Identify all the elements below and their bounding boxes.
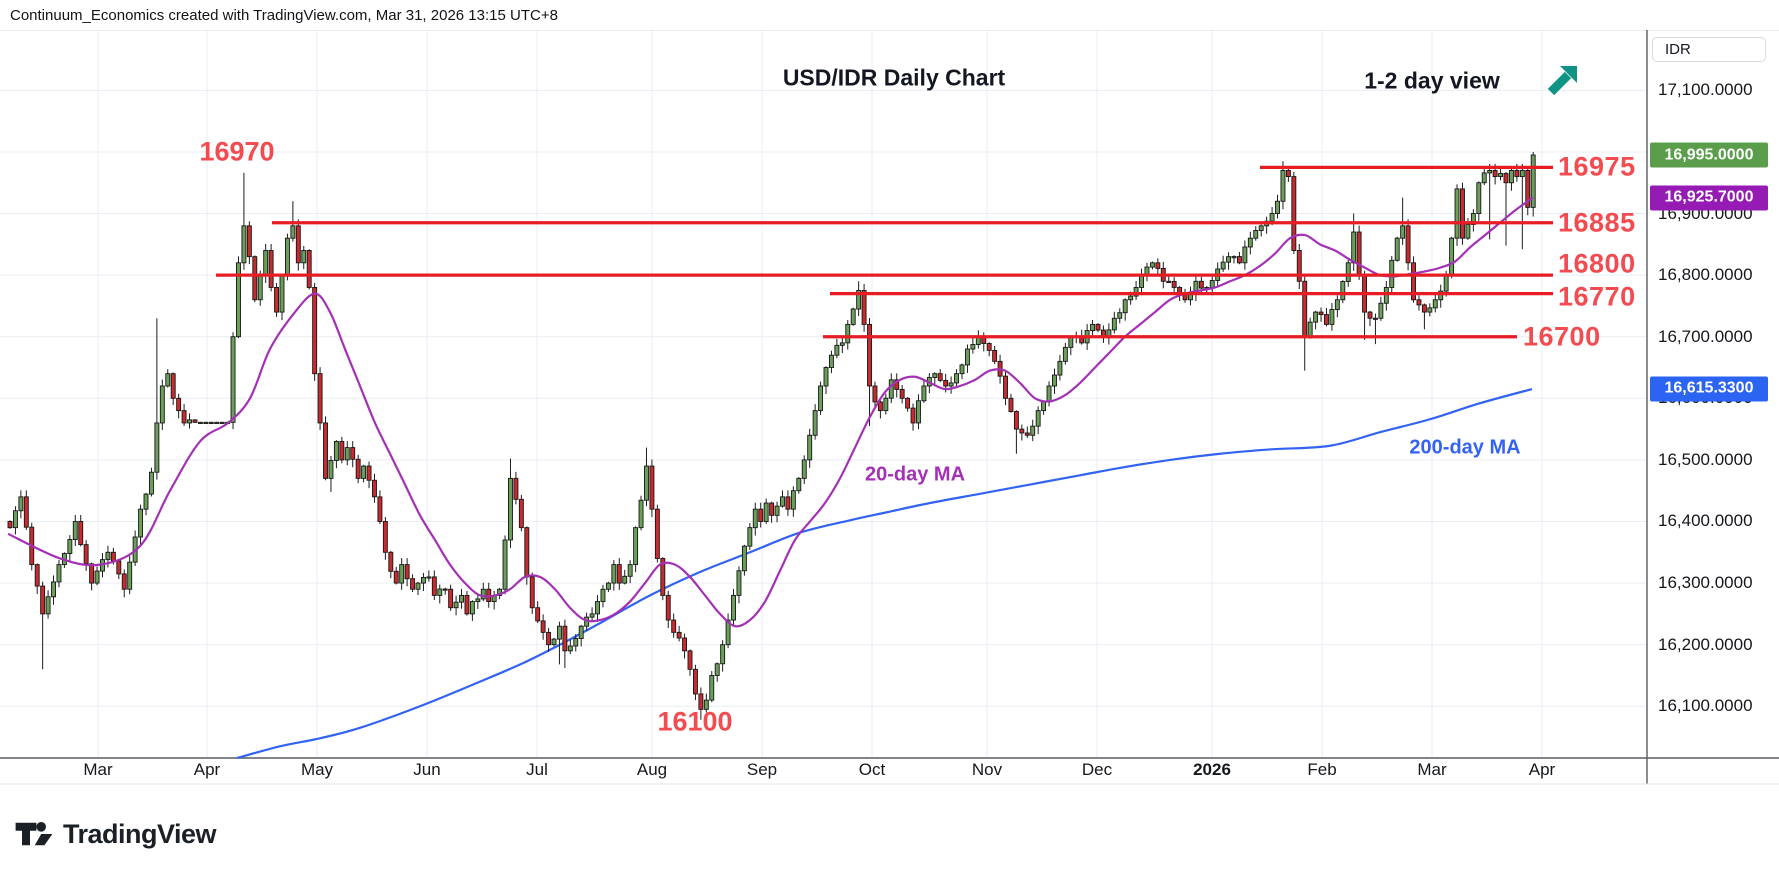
level-label-16885: 16885 <box>1558 207 1636 238</box>
level-label-16770: 16770 <box>1558 281 1636 312</box>
price-tick-16500[interactable]: 16,500.0000 <box>1658 449 1753 469</box>
time-label-Aug-5[interactable]: Aug <box>636 760 668 779</box>
time-label-Mar-0[interactable]: Mar <box>83 760 113 779</box>
time-label-Mar-12[interactable]: Mar <box>1417 760 1447 779</box>
time-label-Oct-7[interactable]: Oct <box>858 760 886 779</box>
price-tick-17100[interactable]: 17,100.0000 <box>1658 80 1753 100</box>
arrow-up-right-icon <box>1546 63 1580 97</box>
level-label-16700: 16700 <box>1523 321 1601 352</box>
time-label-Feb-11[interactable]: Feb <box>1307 760 1337 779</box>
annotation-16100: 16100 <box>657 706 733 737</box>
chart-title: USD/IDR Daily Chart <box>782 64 1006 91</box>
time-label-Jul-4[interactable]: Jul <box>526 760 548 779</box>
time-label-Apr-1[interactable]: Apr <box>193 760 221 779</box>
level-label-16800: 16800 <box>1558 248 1636 279</box>
time-label-Apr-13[interactable]: Apr <box>1528 760 1556 779</box>
time-label-2026-10[interactable]: 2026 <box>1193 760 1231 779</box>
price-tick-16800[interactable]: 16,800.0000 <box>1658 265 1753 285</box>
price-badge-16615.33: 16,615.3300 <box>1650 376 1768 402</box>
price-tick-16300[interactable]: 16,300.0000 <box>1658 573 1753 593</box>
time-label-Nov-8[interactable]: Nov <box>971 760 1003 779</box>
time-label-May-2[interactable]: May <box>300 760 334 779</box>
price-badge-16925.7: 16,925.7000 <box>1650 185 1768 211</box>
price-tick-16700[interactable]: 16,700.0000 <box>1658 326 1753 346</box>
price-tick-16400[interactable]: 16,400.0000 <box>1658 511 1753 531</box>
chart-attribution: Continuum_Economics created with Trading… <box>10 7 558 24</box>
time-label-Jun-3[interactable]: Jun <box>413 760 441 779</box>
level-label-16975: 16975 <box>1558 151 1636 182</box>
tradingview-logo[interactable]: TradingView <box>14 818 217 850</box>
currency-selector[interactable]: IDR <box>1652 37 1766 62</box>
price-tick-16100[interactable]: 16,100.0000 <box>1658 696 1753 716</box>
annotation-16970: 16970 <box>199 136 275 167</box>
chart-stage[interactable] <box>0 30 1779 873</box>
view-note-label: 1-2 day view <box>1364 67 1500 94</box>
time-label-Dec-9[interactable]: Dec <box>1081 760 1113 779</box>
ma20-label: 20-day MA <box>864 463 966 486</box>
ma200-label: 200-day MA <box>1409 436 1521 459</box>
tradingview-logo-text: TradingView <box>63 818 217 849</box>
price-badge-16995: 16,995.0000 <box>1650 142 1768 168</box>
price-tick-16200[interactable]: 16,200.0000 <box>1658 634 1753 654</box>
currency-label: IDR <box>1665 41 1691 58</box>
tradingview-logo-mark-icon <box>14 818 54 850</box>
time-label-Sep-6[interactable]: Sep <box>746 760 778 779</box>
candlestick-plot <box>0 30 1779 785</box>
